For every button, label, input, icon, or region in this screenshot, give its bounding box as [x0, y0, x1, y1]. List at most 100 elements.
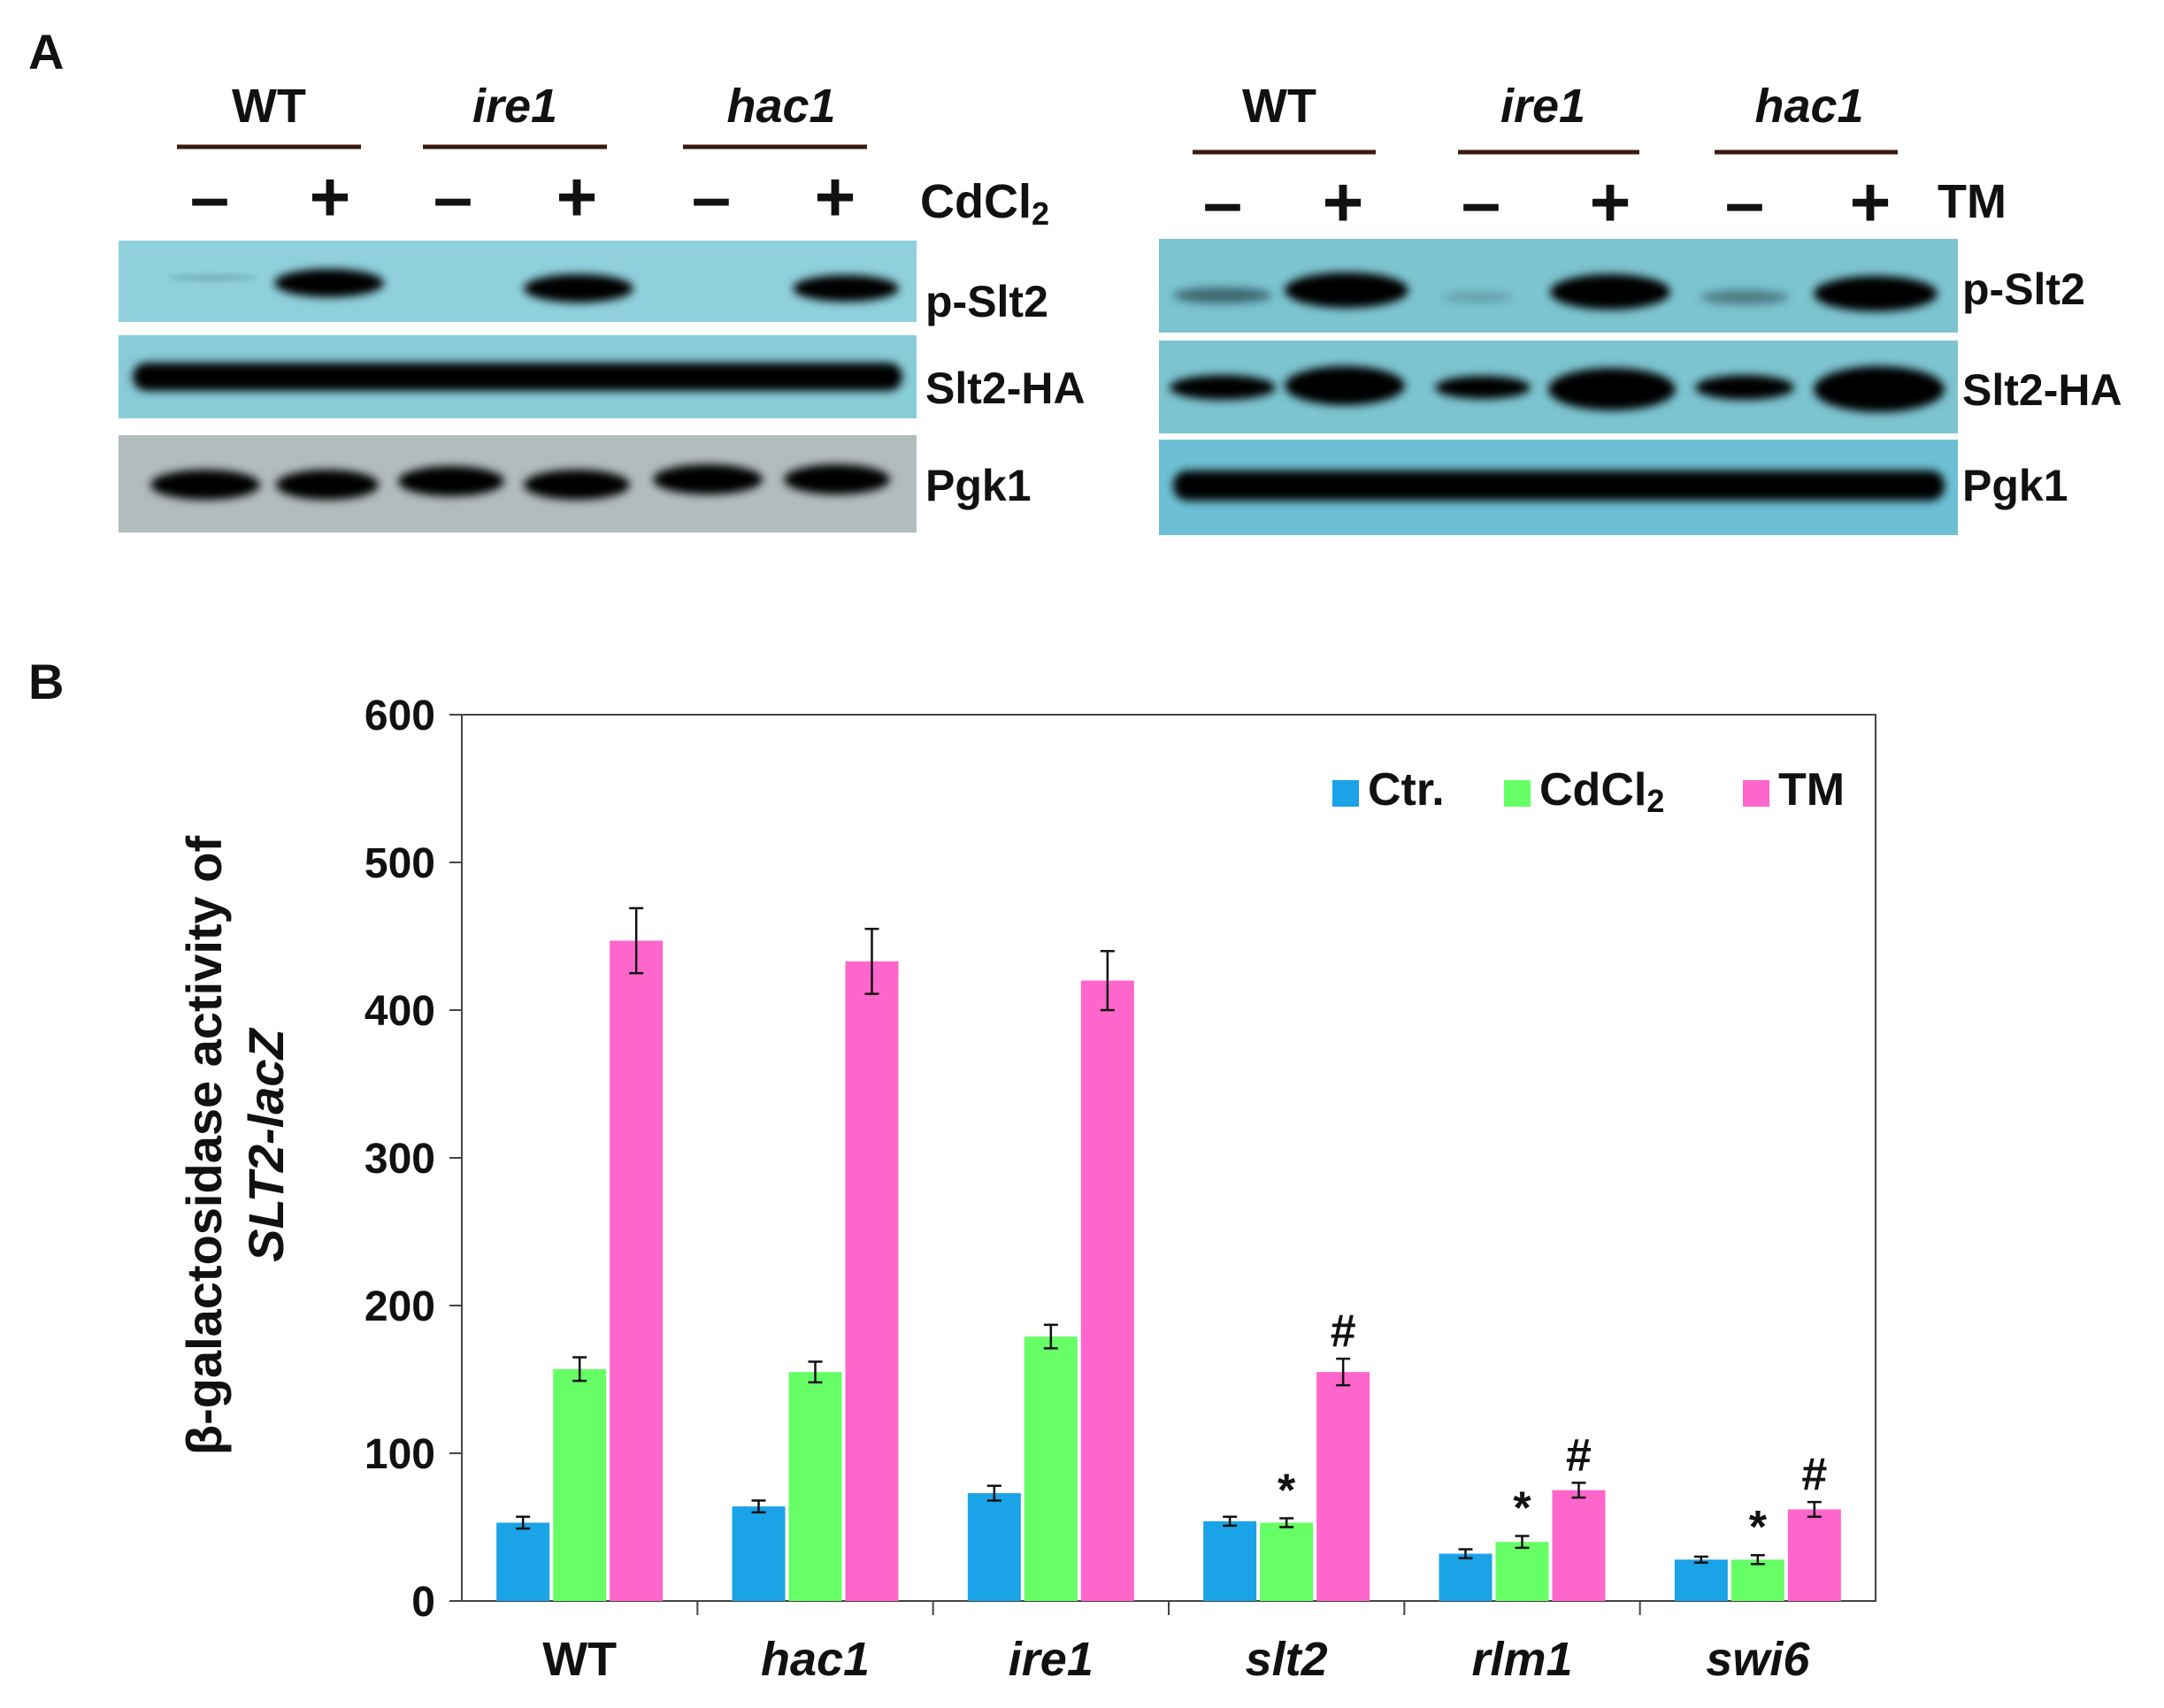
left-group-label-hac1: hac1	[726, 80, 835, 133]
bar	[1316, 1372, 1370, 1601]
right-row-label-pslt2: p-Slt2	[1962, 264, 2085, 314]
left-band	[150, 470, 260, 500]
left-band	[653, 464, 763, 494]
significance-mark: #	[1331, 1306, 1356, 1357]
right-lane-3-sign: –	[1462, 163, 1501, 241]
right-band	[1814, 366, 1945, 412]
y-tick-label: 0	[411, 1579, 435, 1626]
left-band	[524, 470, 630, 500]
left-band	[793, 275, 899, 302]
y-tick-label: 100	[365, 1431, 435, 1478]
left-band-faint	[168, 274, 257, 281]
y-axis-title-line1: β-galactosidase activity of	[176, 836, 232, 1456]
panel-a: A WT ire1 hac1 – + – + – + CdCl2	[28, 24, 2122, 535]
y-axis-title: β-galactosidase activity of SLT2-lacZ	[176, 836, 294, 1456]
right-band	[1173, 287, 1272, 303]
right-band	[1173, 471, 1945, 501]
significance-mark: *	[1749, 1502, 1768, 1553]
plot-frame	[461, 714, 1876, 1602]
left-band	[133, 363, 902, 391]
significance-mark: #	[1566, 1429, 1592, 1481]
left-row-label-pslt2: p-Slt2	[925, 277, 1048, 326]
left-blot: WT ire1 hac1 – + – + – + CdCl2	[119, 80, 1086, 532]
right-row-label-slt2ha: Slt2-HA	[1962, 365, 2122, 415]
bar	[610, 940, 664, 1601]
y-tick-label: 400	[365, 988, 435, 1035]
bar	[496, 1522, 550, 1601]
right-band	[1695, 375, 1794, 400]
bar	[1674, 1559, 1728, 1601]
panel-b: B β-galactosidase activity of SLT2-lacZ …	[28, 654, 1876, 1686]
bar	[788, 1372, 842, 1601]
y-tick-label: 500	[365, 840, 435, 887]
legend-label: CdCl2	[1539, 764, 1664, 819]
significance-mark: #	[1801, 1449, 1827, 1500]
right-lane-1-sign: –	[1203, 163, 1243, 241]
left-group-label-wt: WT	[232, 80, 306, 133]
right-band	[1442, 292, 1513, 303]
bar	[1260, 1522, 1314, 1601]
legend-label: Ctr.	[1368, 764, 1445, 816]
right-band	[1435, 376, 1531, 399]
legend-swatch	[1332, 780, 1359, 807]
right-row-label-pgk1: Pgk1	[1962, 461, 2068, 510]
left-treatment-label: CdCl2	[920, 175, 1049, 232]
y-tick-label: 300	[365, 1136, 435, 1183]
significance-mark: *	[1513, 1483, 1531, 1535]
panel-b-label: B	[28, 654, 64, 709]
left-group-label-ire1: ire1	[472, 80, 557, 133]
left-lane-4-sign: +	[556, 157, 598, 236]
left-row-label-pgk1: Pgk1	[925, 461, 1032, 510]
x-tick-label: rlm1	[1471, 1633, 1572, 1686]
legend-label: TM	[1778, 764, 1845, 816]
left-band	[524, 274, 633, 303]
x-tick-label: WT	[542, 1633, 617, 1686]
bar	[553, 1368, 607, 1601]
left-lane-3-sign: –	[434, 157, 473, 236]
left-row-label-slt2ha: Slt2-HA	[925, 364, 1086, 413]
right-lane-4-sign: +	[1590, 163, 1631, 241]
y-axis-title-line2: SLT2-lacZ	[238, 1027, 294, 1261]
right-lane-2-sign: +	[1323, 163, 1364, 241]
left-strip-pslt2	[119, 241, 917, 322]
right-group-label-ire1: ire1	[1500, 80, 1585, 133]
left-band	[274, 269, 384, 297]
significance-mark: *	[1278, 1465, 1296, 1516]
bar	[845, 961, 899, 1601]
right-band	[1548, 368, 1676, 410]
right-band	[1285, 272, 1408, 308]
right-band	[1550, 274, 1670, 310]
right-group-label-wt: WT	[1242, 80, 1316, 133]
left-band	[784, 464, 890, 494]
right-group-label-hac1: hac1	[1754, 80, 1863, 133]
bar	[1203, 1520, 1257, 1601]
bar	[1730, 1559, 1784, 1601]
bar	[1439, 1553, 1493, 1601]
right-lane-6-sign: +	[1850, 163, 1892, 241]
bar	[1080, 980, 1134, 1601]
bar-chart: 0 100 200 300 400 500 600 WT hac1 ire1 slt2 rlm1 swi…	[365, 693, 1876, 1686]
bar	[967, 1493, 1021, 1601]
bar	[1495, 1542, 1549, 1601]
left-lane-5-sign: –	[692, 157, 732, 236]
right-treatment-label: TM	[1938, 175, 2007, 228]
bar	[732, 1506, 786, 1601]
y-tick-label: 200	[365, 1283, 435, 1330]
left-band	[398, 466, 504, 496]
right-band	[1700, 290, 1789, 304]
x-tick-label: slt2	[1246, 1633, 1328, 1686]
bar	[1787, 1509, 1841, 1601]
right-lane-5-sign: –	[1725, 163, 1765, 241]
y-tick-label: 600	[365, 693, 435, 739]
x-tick-label: hac1	[761, 1633, 870, 1686]
right-band	[1814, 276, 1938, 311]
x-tick-label: ire1	[1009, 1633, 1094, 1686]
left-band	[276, 470, 379, 500]
right-band	[1285, 366, 1405, 405]
bar	[1552, 1490, 1606, 1601]
x-tick-label: swi6	[1706, 1633, 1810, 1686]
legend-swatch	[1743, 780, 1769, 807]
left-lane-6-sign: +	[815, 157, 856, 236]
panel-a-label: A	[28, 24, 64, 80]
